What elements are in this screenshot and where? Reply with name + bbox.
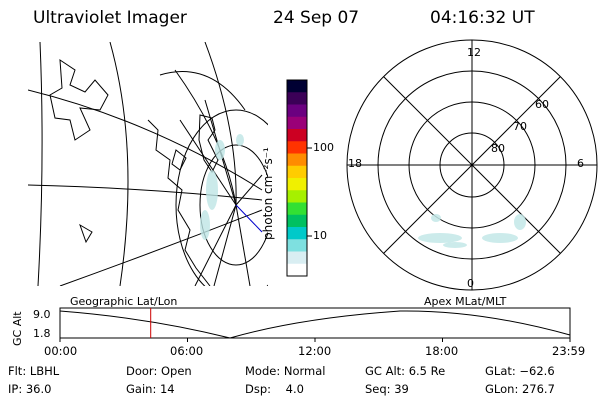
colorbar-segment: [287, 104, 307, 118]
colorbar-tick-10: 10: [313, 229, 327, 242]
colorbar-segment: [287, 178, 307, 191]
ip-value: IP: 36.0: [8, 382, 52, 396]
glat-value: GLat: −62.6: [485, 364, 555, 378]
lat-label-80: 80: [491, 142, 505, 155]
colorbar-tick-100: 100: [313, 141, 334, 154]
x-tick-4: 23:59: [552, 344, 586, 358]
mode-value: Mode: Normal: [245, 364, 326, 378]
mlt-label-0: 0: [467, 277, 474, 290]
apex-mlat-mlt-label: Apex MLat/MLT: [424, 295, 507, 308]
colorbar-segment: [287, 239, 307, 252]
gc-alt-axis-label: GC Alt: [11, 311, 24, 346]
seq-value: Seq: 39: [365, 382, 409, 396]
colorbar-segment: [287, 129, 307, 142]
mlt-label-6: 6: [577, 157, 584, 170]
flt-value: Flt: LBHL: [8, 364, 60, 378]
x-tick-3: 18:00: [425, 344, 459, 358]
glon-value: GLon: 276.7: [485, 382, 555, 396]
time-label: 04:16:32 UT: [430, 8, 535, 28]
x-tick-2: 12:00: [298, 344, 332, 358]
mlt-label-12: 12: [467, 46, 481, 59]
colorbar-segment: [287, 141, 307, 154]
colorbar-segment: [287, 165, 307, 179]
door-value: Door: Open: [126, 364, 192, 378]
gc-alt-min: 1.8: [33, 327, 51, 340]
gain-value: Gain: 14: [126, 382, 175, 396]
x-tick-0: 00:00: [44, 344, 78, 358]
colorbar-segment: [287, 80, 307, 93]
colorbar-segment: [287, 251, 307, 265]
dsp-value: Dsp: 4.0: [245, 382, 304, 396]
colorbar-segment: [287, 92, 307, 105]
gc-alt-value: GC Alt: 6.5 Re: [365, 364, 446, 378]
colorbar-segment: [287, 116, 307, 130]
colorbar-segment: [287, 190, 307, 203]
mlt-label-18: 18: [348, 157, 362, 170]
colorbar-segment: [287, 202, 307, 216]
date-label: 24 Sep 07: [273, 8, 360, 28]
colorbar-unit-label: photon cm⁻²s⁻¹: [261, 147, 275, 240]
colorbar-segment: [287, 153, 307, 167]
gc-alt-max: 9.0: [33, 308, 51, 321]
lat-label-60: 60: [535, 98, 549, 111]
lat-label-70: 70: [513, 120, 527, 133]
app-title: Ultraviolet Imager: [33, 8, 187, 28]
colorbar-segment: [287, 214, 307, 228]
colorbar-segment: [287, 263, 307, 277]
x-tick-1: 06:00: [170, 344, 204, 358]
colorbar-segment: [287, 227, 307, 240]
geographic-lat-lon-label: Geographic Lat/Lon: [70, 295, 178, 308]
